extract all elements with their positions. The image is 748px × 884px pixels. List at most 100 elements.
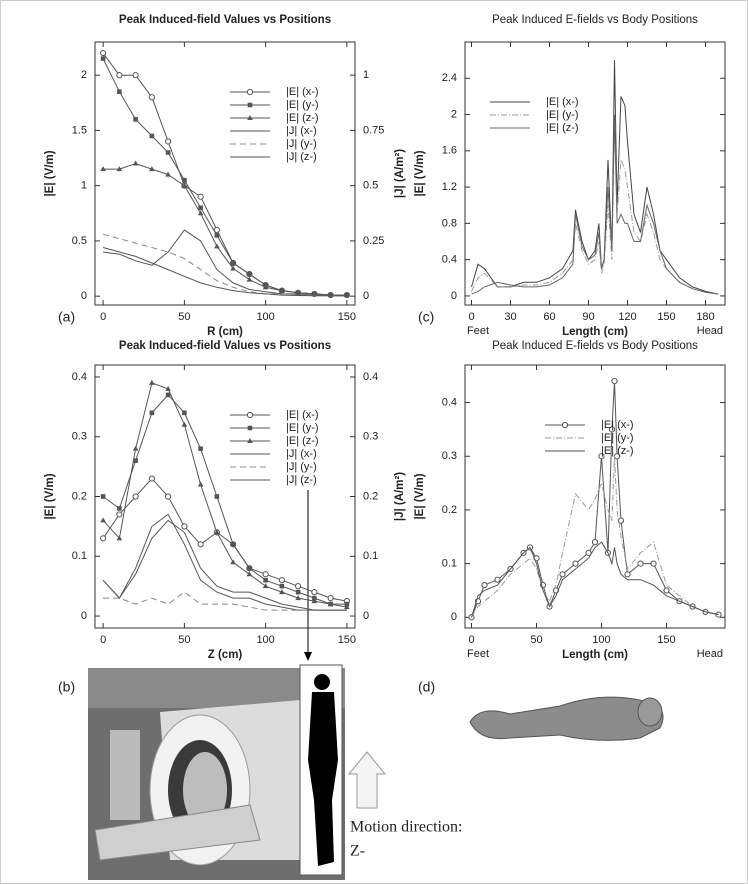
panel-label: (a)	[58, 309, 75, 325]
x-tick-label: 120	[618, 311, 636, 323]
marker	[148, 94, 155, 101]
marker	[132, 72, 139, 79]
marker	[165, 171, 171, 177]
x-tick-label: 30	[504, 311, 516, 323]
legend-label: |E| (y-)	[286, 99, 319, 111]
y-tick-label: 0.4	[442, 254, 457, 266]
marker	[197, 193, 204, 200]
x-tick-label: 0	[468, 634, 474, 646]
marker	[608, 426, 616, 433]
marker	[230, 542, 236, 547]
marker	[262, 284, 269, 290]
series-line	[102, 382, 347, 608]
marker	[197, 541, 204, 548]
y-tick-label: 0.1	[442, 557, 457, 569]
marker	[572, 560, 579, 567]
legend-marker	[247, 425, 253, 431]
y2-tick-label: 1	[363, 69, 369, 81]
x-tick-label: 0	[100, 634, 106, 646]
marker	[295, 583, 302, 590]
legend-label: |E| (z-)	[601, 445, 634, 457]
marker	[165, 493, 172, 500]
y2-tick-label: 0	[363, 290, 369, 302]
marker	[165, 385, 171, 391]
marker	[100, 49, 107, 57]
marker	[117, 506, 122, 511]
marker	[327, 601, 334, 607]
legend-label: |E| (x-)	[286, 409, 319, 421]
y-tick-label: 0.5	[72, 235, 87, 247]
marker	[591, 539, 599, 546]
x-axis-label: Z (cm)	[208, 649, 243, 661]
x-axis-label: Length (cm)	[562, 326, 628, 338]
y-axis-label: |E| (V/m)	[44, 473, 56, 519]
series-line	[102, 394, 347, 605]
x-end-label: Head	[697, 648, 723, 660]
marker	[278, 577, 285, 584]
legend-label: |J| (y-)	[286, 138, 317, 150]
y-tick-label: 0.2	[72, 490, 87, 502]
chart-title: Peak Induced-field Values vs Positions	[119, 340, 331, 352]
marker	[149, 379, 155, 385]
chart-title: Peak Induced E-fields vs Body Positions	[492, 14, 698, 26]
legend-label: |J| (z-)	[286, 151, 317, 163]
marker	[197, 481, 204, 487]
y-tick-label: 2.4	[442, 72, 457, 84]
x-tick-label: 50	[178, 311, 190, 323]
y-tick-label: 0.2	[442, 504, 457, 516]
y-tick-label: 2	[451, 108, 457, 120]
marker	[100, 56, 106, 61]
legend-label: |J| (x-)	[286, 448, 317, 460]
x-tick-label: 50	[178, 634, 190, 646]
x-tick-label: 0	[468, 311, 474, 323]
y2-axis-label: |J| (A/m²)	[394, 149, 406, 198]
x-tick-label: 150	[338, 634, 356, 646]
x-axis-label: R (cm)	[207, 326, 243, 338]
series-line	[471, 60, 719, 295]
y-tick-label: 0.4	[442, 396, 457, 408]
marker	[182, 177, 187, 183]
chart: Peak Induced-field Values vs Positions (b…	[44, 340, 406, 695]
marker	[198, 446, 203, 451]
legend-marker	[246, 411, 254, 419]
body-silhouette	[299, 664, 343, 876]
y-tick-label: 0	[451, 290, 457, 302]
marker	[637, 560, 644, 567]
legend-marker	[246, 88, 254, 96]
marker	[230, 265, 236, 271]
marker	[214, 529, 220, 535]
y-tick-label: 0.1	[72, 550, 87, 562]
series-line	[471, 114, 719, 295]
x-tick-label: 180	[696, 311, 714, 323]
x-tick-label: 100	[256, 311, 274, 323]
motion-arrow	[347, 751, 387, 809]
marker	[494, 576, 501, 583]
marker	[585, 549, 592, 556]
x-tick-label: 150	[657, 311, 675, 323]
y2-axis-label: |J| (A/m²)	[394, 472, 406, 521]
marker	[311, 598, 318, 604]
marker	[133, 117, 138, 122]
y-tick-label: 0.4	[72, 371, 87, 383]
y2-tick-label: 0	[363, 610, 369, 622]
plot-frame	[464, 364, 726, 629]
series-line	[471, 123, 719, 295]
panel-label: (b)	[58, 679, 75, 695]
marker	[100, 166, 106, 172]
marker	[263, 577, 268, 583]
legend-label: |E| (y-)	[601, 432, 634, 444]
series-line	[102, 477, 347, 602]
y-tick-label: 0.3	[442, 450, 457, 462]
motion-direction: Z-	[350, 843, 365, 860]
legend-label: |E| (x-)	[546, 96, 579, 108]
y-tick-label: 0	[81, 290, 87, 302]
marker	[181, 182, 188, 188]
y-tick-label: 0	[81, 610, 87, 622]
x-tick-label: 100	[256, 634, 274, 646]
marker	[598, 453, 605, 460]
marker	[624, 571, 631, 578]
marker	[279, 583, 285, 589]
x-tick-label: 0	[100, 311, 106, 323]
body-model	[469, 696, 664, 741]
